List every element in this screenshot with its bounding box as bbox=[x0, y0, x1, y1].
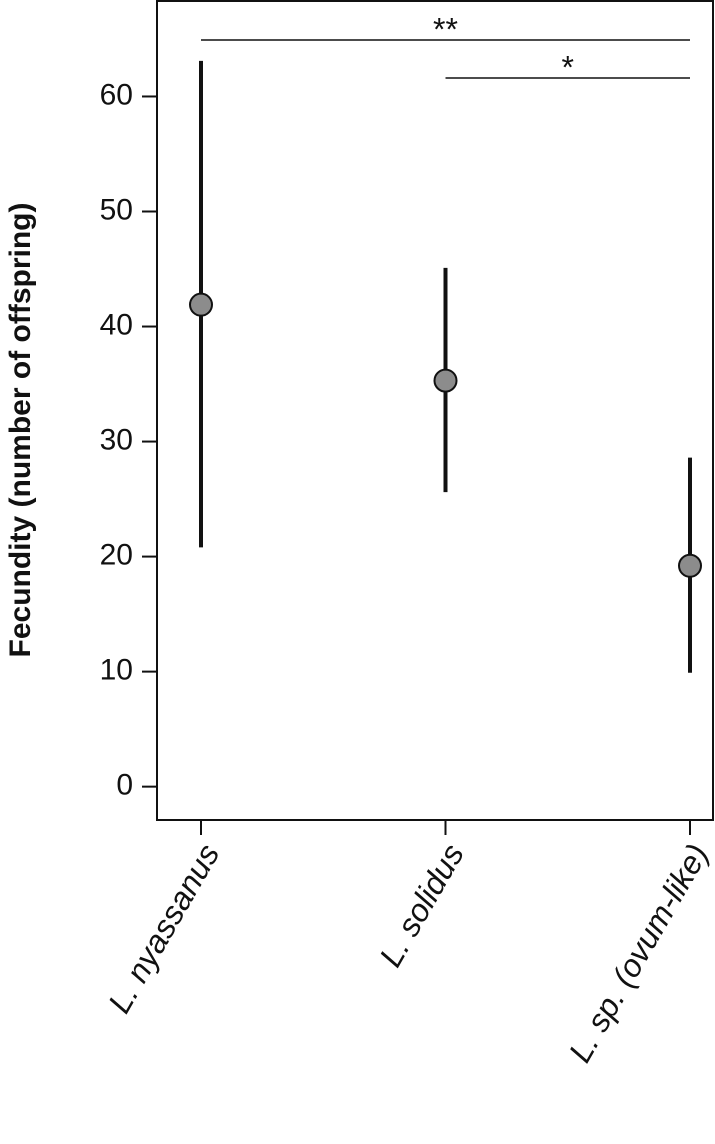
significance-label: * bbox=[562, 49, 574, 85]
y-tick-label: 10 bbox=[100, 654, 133, 687]
y-tick-label: 60 bbox=[100, 78, 133, 111]
y-tick-label: 40 bbox=[100, 308, 133, 341]
y-tick-label: 50 bbox=[100, 193, 133, 226]
x-tick-label: L. solidus bbox=[372, 838, 471, 973]
point bbox=[433, 368, 458, 393]
point bbox=[678, 553, 702, 578]
y-tick-label: 0 bbox=[116, 769, 133, 802]
y-tick-label: 30 bbox=[100, 423, 133, 456]
significance-label: ** bbox=[433, 11, 458, 47]
y-tick-label: 20 bbox=[100, 539, 133, 572]
x-tick-label: L. nyassanus bbox=[101, 838, 226, 1019]
y-axis-label: Fecundity (number of offspring) bbox=[4, 203, 37, 658]
x-tick-label: L. sp. (ovum-like) bbox=[562, 838, 715, 1069]
point bbox=[189, 292, 213, 317]
plot-frame bbox=[156, 0, 714, 821]
